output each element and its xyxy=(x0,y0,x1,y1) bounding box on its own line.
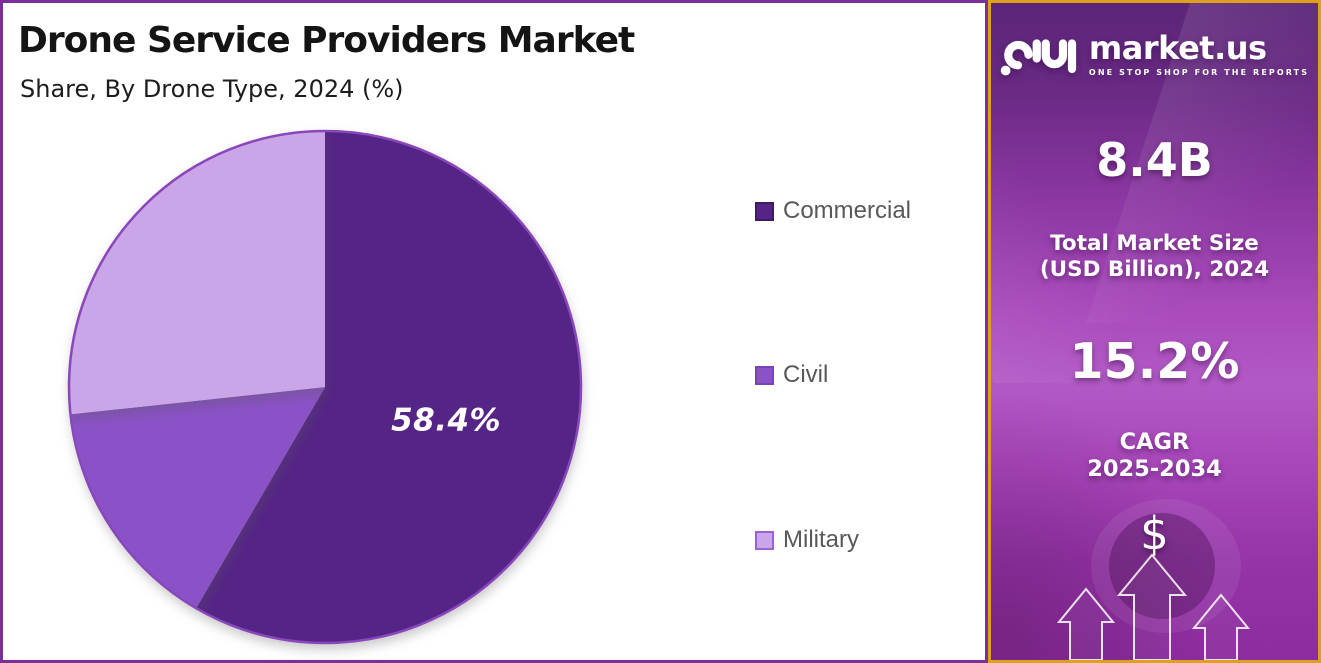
pie-rim xyxy=(67,129,583,645)
legend: Commercial Civil Military xyxy=(755,3,985,663)
cagr-label: CAGR 2025-2034 xyxy=(991,429,1318,484)
legend-item-military: Military xyxy=(755,526,859,553)
legend-label: Military xyxy=(783,526,859,553)
legend-swatch xyxy=(755,365,774,385)
legend-label: Civil xyxy=(783,361,829,388)
pie-slice-civil xyxy=(70,387,325,609)
cup-photo-shape xyxy=(1091,499,1241,633)
pie-slice-military xyxy=(69,131,326,415)
legend-swatch xyxy=(755,530,774,550)
dollar-icon: $ xyxy=(1140,507,1169,560)
background-shade xyxy=(991,390,1211,660)
chart-subtitle: Share, By Drone Type, 2024 (%) xyxy=(20,75,404,103)
legend-item-commercial: Commercial xyxy=(755,197,912,224)
market-us-logo-icon xyxy=(1000,39,1077,76)
pie-data-label: 58.4% xyxy=(391,403,501,439)
legend-swatch xyxy=(755,201,774,221)
brand-tagline: ONE STOP SHOP FOR THE REPORTS xyxy=(1088,67,1310,77)
cagr-label-line2: 2025-2034 xyxy=(1087,456,1222,483)
cagr-value: 15.2% xyxy=(1069,333,1240,390)
market-size-value: 8.4B xyxy=(1096,133,1213,187)
cagr-label-line1: CAGR xyxy=(1119,429,1190,455)
brand-name: market.us xyxy=(1088,28,1267,67)
legend-item-civil: Civil xyxy=(755,361,829,388)
growth-arrows-icon xyxy=(1056,553,1251,660)
legend-label: Commercial xyxy=(783,197,912,224)
market-size-label-line2: (USD Billion), 2024 xyxy=(1039,257,1270,283)
sidebar: market.us ONE STOP SHOP FOR THE REPORTS … xyxy=(988,0,1321,663)
brand: market.us ONE STOP SHOP FOR THE REPORTS xyxy=(991,27,1318,81)
page-title: Drone Service Providers Market xyxy=(18,20,635,61)
pie-chart: 58.4% xyxy=(67,129,583,645)
pie-slice-commercial xyxy=(196,131,581,644)
market-size-label-line1: Total Market Size xyxy=(1050,231,1259,256)
chart-panel: Drone Service Providers Market Share, By… xyxy=(0,0,988,663)
market-size-label: Total Market Size (USD Billion), 2024 xyxy=(991,231,1318,283)
